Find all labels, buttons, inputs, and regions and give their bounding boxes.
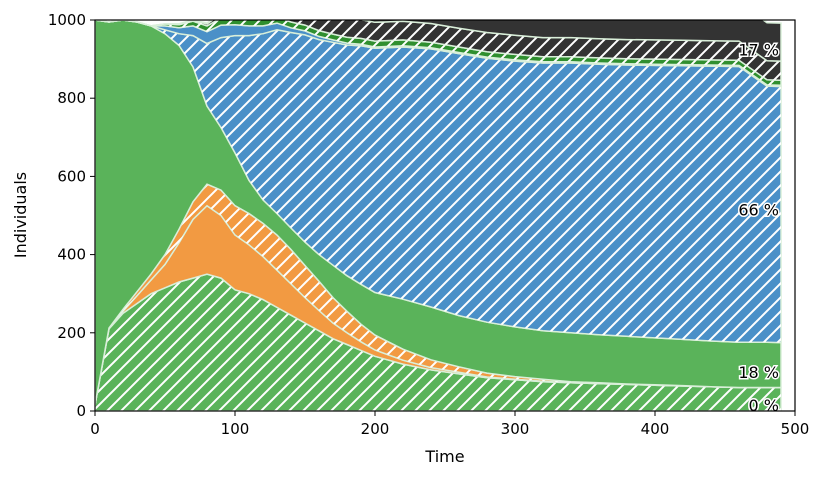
area-series-1-hatch bbox=[95, 274, 781, 411]
area-series-5-hatch bbox=[95, 20, 781, 343]
x-tick-label: 400 bbox=[641, 420, 670, 438]
plot-frame bbox=[94, 19, 796, 412]
y-tick-label: 400 bbox=[57, 246, 86, 264]
x-axis-label: Time bbox=[424, 447, 464, 466]
percentage-label-1: 17 % bbox=[738, 40, 779, 59]
x-tick-label: 500 bbox=[781, 420, 810, 438]
y-tick-label: 1000 bbox=[48, 11, 86, 29]
y-axis-ticks: 0 200 400 600 800 1000 bbox=[48, 11, 95, 420]
y-tick-label: 800 bbox=[57, 89, 86, 107]
area-series-8-hatch bbox=[95, 20, 781, 81]
percentage-labels: 17 % 66 % 18 % 0 % bbox=[737, 39, 781, 417]
percentage-label-3: 18 % bbox=[738, 363, 779, 382]
x-tick-label: 100 bbox=[221, 420, 250, 438]
x-axis-ticks: 0 100 200 300 400 500 bbox=[90, 411, 809, 438]
area-series-3-hatch bbox=[95, 184, 781, 406]
x-tick-label: 200 bbox=[361, 420, 390, 438]
x-tick-label: 300 bbox=[501, 420, 530, 438]
y-tick-label: 200 bbox=[57, 324, 86, 342]
area-series-9 bbox=[95, 20, 782, 62]
y-axis-label: Individuals bbox=[11, 172, 30, 258]
x-tick-label: 0 bbox=[90, 420, 100, 438]
area-layers bbox=[95, 20, 782, 411]
y-tick-label: 600 bbox=[57, 167, 86, 185]
percentage-label-4: 0 % bbox=[749, 396, 779, 415]
y-tick-label: 0 bbox=[76, 402, 86, 420]
percentage-label-2: 66 % bbox=[738, 201, 779, 220]
